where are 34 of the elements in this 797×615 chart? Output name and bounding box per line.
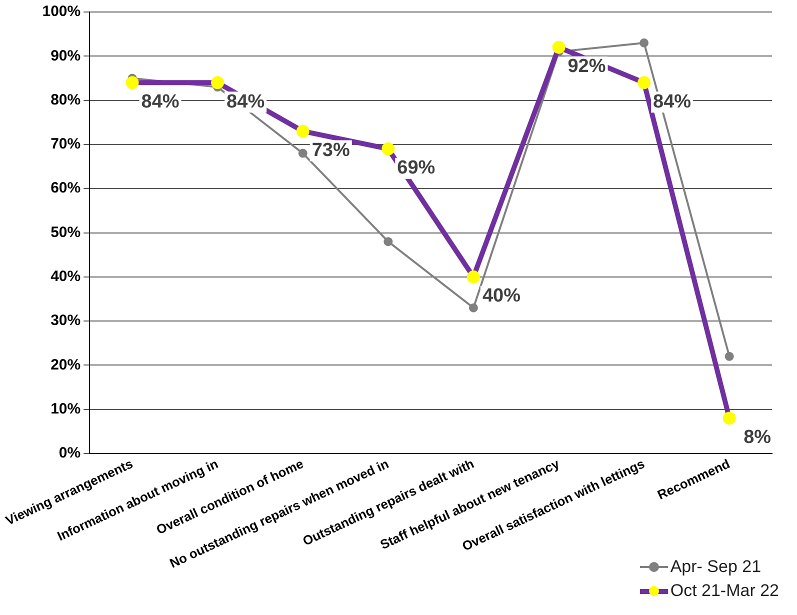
legend-label: Oct 21-Mar 22 xyxy=(670,581,779,601)
y-tick-label: 80% xyxy=(50,91,81,108)
legend-label: Apr- Sep 21 xyxy=(670,557,762,577)
point xyxy=(296,124,310,138)
point xyxy=(468,303,478,312)
y-tick-label: 30% xyxy=(50,312,81,330)
data-label: 84% xyxy=(653,91,692,112)
y-tick-label: 50% xyxy=(50,224,81,241)
y-tick-label: 10% xyxy=(50,400,81,418)
data-label: 84% xyxy=(226,91,265,112)
data-label: 69% xyxy=(397,158,436,179)
point xyxy=(298,148,308,158)
point xyxy=(466,270,480,284)
point xyxy=(384,237,393,246)
point xyxy=(382,142,395,156)
point xyxy=(638,76,651,90)
data-label: 92% xyxy=(568,56,606,78)
data-label: 8% xyxy=(744,426,772,448)
y-tick-label: 0% xyxy=(58,444,81,462)
y-tick-label: 60% xyxy=(50,180,81,197)
data-label: 84% xyxy=(141,91,180,112)
point xyxy=(722,412,736,425)
point xyxy=(552,40,566,54)
y-tick-label: 90% xyxy=(50,47,81,64)
point xyxy=(211,76,224,90)
point xyxy=(640,38,649,48)
point xyxy=(126,76,139,90)
y-tick-label: 100% xyxy=(42,3,81,20)
y-tick-label: 40% xyxy=(50,268,81,286)
data-label: 73% xyxy=(312,140,350,161)
data-label: 40% xyxy=(482,286,521,307)
y-tick-label: 70% xyxy=(50,136,81,153)
point xyxy=(724,352,734,361)
y-tick-label: 20% xyxy=(50,356,81,374)
